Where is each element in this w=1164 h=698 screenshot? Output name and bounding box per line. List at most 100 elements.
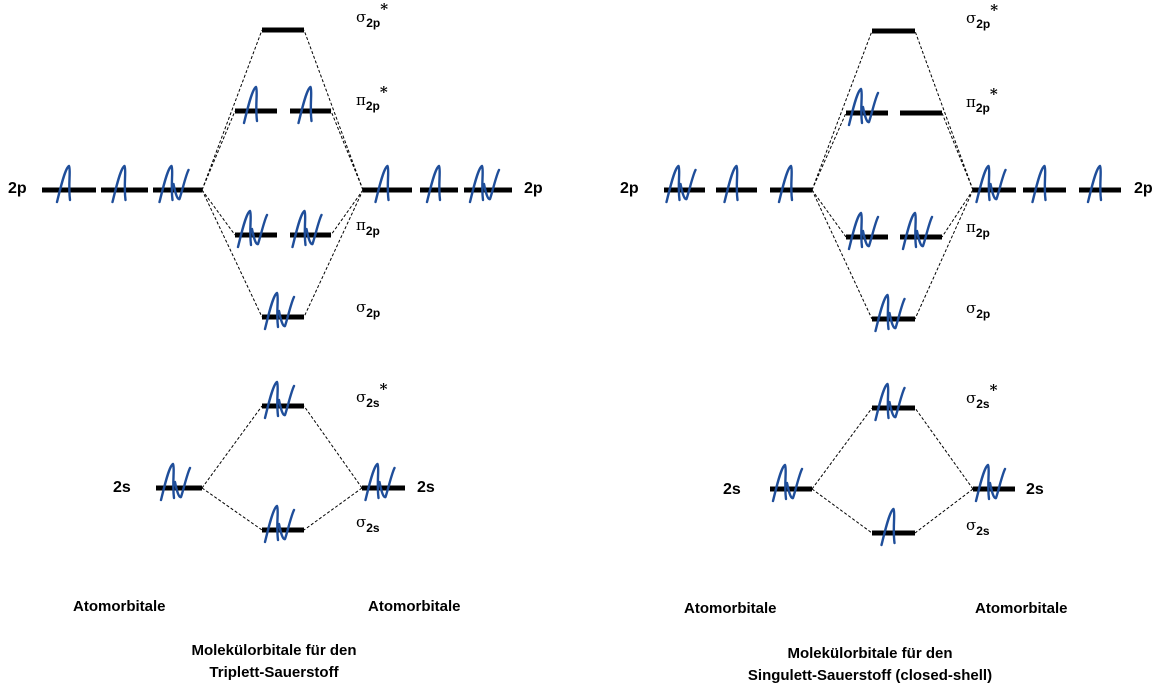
mo-2-2-1-electron-down xyxy=(915,215,934,248)
mo-2-3-0-electron-down xyxy=(888,297,906,330)
connector-2p-2-2 xyxy=(811,112,847,191)
connector-2s-1-1 xyxy=(303,405,363,489)
right-2s-1-electron-up xyxy=(364,462,380,502)
mo-1-3-0-electron-down xyxy=(277,295,296,328)
mo-label-1-1: π2p* xyxy=(356,83,388,113)
connector-2s-2-0 xyxy=(811,407,873,490)
mo-2-1-0-electron-up xyxy=(847,87,864,127)
mo-1-2-0-electron-up xyxy=(236,209,253,249)
right-2s-2-electron-down xyxy=(988,467,1007,500)
connector-2s-2-3 xyxy=(914,488,974,534)
mo-label-1-3: σ2p xyxy=(356,298,380,320)
mo-label-1-0: σ2p* xyxy=(356,0,388,30)
mo-2-4-0-electron-up xyxy=(874,382,890,422)
mo-label-2-0: σ2p* xyxy=(966,1,998,31)
right-atomic-orbitals-label-2: Atomorbitale xyxy=(975,600,1068,617)
left-2s-2-electron-down xyxy=(785,467,804,500)
left-2p-2-0-electron-up xyxy=(665,164,681,204)
left-2p-2-1-electron-up xyxy=(723,164,739,204)
mo-2-2-1-electron-up xyxy=(901,211,918,251)
right-2s-2-electron-up xyxy=(974,463,991,503)
mo-label-1-5: σ2s xyxy=(356,513,380,535)
connector-2p-1-5 xyxy=(330,189,364,236)
mo-2-2-0-electron-down xyxy=(861,215,880,248)
connector-2p-1-0 xyxy=(201,29,263,191)
diagram-caption-line2-2: Singulett-Sauerstoff (closed-shell) xyxy=(747,667,993,684)
mo-label-2-5: σ2s xyxy=(966,516,990,538)
mo-1-5-0-electron-up xyxy=(263,504,280,544)
right-2p-1-0-electron-up xyxy=(374,164,390,204)
mo-label-2-4: σ2s* xyxy=(966,381,998,411)
left-atomic-orbitals-label-1: Atomorbitale xyxy=(73,598,166,615)
right-2s-1-electron-down xyxy=(378,466,396,499)
left-2p-2-0-electron-down xyxy=(679,168,697,201)
connector-2p-2-5 xyxy=(941,189,974,238)
connector-2p-1-2 xyxy=(201,110,236,191)
left-2p-1-0-electron-up xyxy=(55,164,72,204)
right-2p-2-2-electron-up xyxy=(1086,164,1103,204)
left-2p-2-2-electron-up xyxy=(777,164,794,204)
right-2p-label-2: 2p xyxy=(1134,180,1153,197)
connector-2p-1-1 xyxy=(303,29,364,191)
connector-2p-1-4 xyxy=(201,189,236,236)
left-2p-1-2-electron-down xyxy=(172,168,190,201)
left-2p-label-1: 2p xyxy=(8,180,27,197)
mo-1-5-0-electron-down xyxy=(277,508,296,541)
connector-2s-2-1 xyxy=(914,407,974,490)
diagram-caption-line2-1: Triplett-Sauerstoff xyxy=(209,664,339,681)
left-2s-1-electron-up xyxy=(159,462,176,502)
right-2p-1-1-electron-up xyxy=(425,164,442,204)
left-2p-1-1-electron-up xyxy=(111,164,127,204)
right-2p-1-2-electron-up xyxy=(468,164,485,204)
left-2s-label-1: 2s xyxy=(113,479,131,496)
left-2p-label-2: 2p xyxy=(620,180,639,197)
connector-2s-1-0 xyxy=(201,405,263,489)
connector-2p-2-7 xyxy=(914,189,974,320)
diagram-caption-line1-1: Molekülorbitale für den xyxy=(191,642,357,659)
right-2p-2-0-electron-down xyxy=(989,168,1007,201)
right-2p-1-2-electron-down xyxy=(482,168,501,201)
mo-1-4-0-electron-down xyxy=(277,384,296,417)
left-2p-1-2-electron-up xyxy=(158,164,174,204)
mo-2-5-0-electron-up xyxy=(880,507,896,547)
mo-1-1-1-electron-up xyxy=(297,85,313,125)
mo-2-4-0-electron-down xyxy=(888,386,906,419)
left-2s-2-electron-up xyxy=(771,463,788,503)
mo-label-2-2: π2p xyxy=(966,218,990,240)
connector-2p-1-3 xyxy=(330,110,364,191)
left-2s-label-2: 2s xyxy=(723,481,741,498)
connector-2p-1-7 xyxy=(303,189,364,318)
mo-1-2-1-electron-up xyxy=(291,209,307,249)
diagram-caption-line1-2: Molekülorbitale für den xyxy=(787,645,953,662)
mo-label-2-3: σ2p xyxy=(966,299,990,321)
mo-1-4-0-electron-up xyxy=(263,380,280,420)
connector-2p-2-4 xyxy=(811,189,847,238)
connector-2s-1-2 xyxy=(201,487,263,531)
mo-label-2-1: π2p* xyxy=(966,85,998,115)
mo-2-1-0-electron-down xyxy=(861,91,880,124)
connector-2p-2-6 xyxy=(811,189,873,320)
right-2p-2-0-electron-up xyxy=(975,164,991,204)
mo-2-2-0-electron-up xyxy=(847,211,864,251)
connector-2s-2-2 xyxy=(811,488,873,534)
mo-1-2-0-electron-down xyxy=(250,213,269,246)
connector-2s-1-3 xyxy=(303,487,363,531)
mo-1-1-0-electron-up xyxy=(242,85,259,125)
mo-label-1-2: π2p xyxy=(356,216,380,238)
mo-1-3-0-electron-up xyxy=(263,291,280,331)
right-2s-label-2: 2s xyxy=(1026,481,1044,498)
mo-1-2-1-electron-down xyxy=(305,213,323,246)
mo-2-3-0-electron-up xyxy=(874,293,890,333)
right-2s-label-1: 2s xyxy=(417,479,435,496)
right-atomic-orbitals-label-1: Atomorbitale xyxy=(368,598,461,615)
mo-label-1-4: σ2s* xyxy=(356,380,388,410)
connector-2p-2-0 xyxy=(811,30,873,191)
connector-2p-2-1 xyxy=(914,30,974,191)
connector-2p-2-3 xyxy=(941,112,974,191)
connector-2p-1-6 xyxy=(201,189,263,318)
right-2p-2-1-electron-up xyxy=(1031,164,1047,204)
left-atomic-orbitals-label-2: Atomorbitale xyxy=(684,600,777,617)
left-2s-1-electron-down xyxy=(173,466,192,499)
